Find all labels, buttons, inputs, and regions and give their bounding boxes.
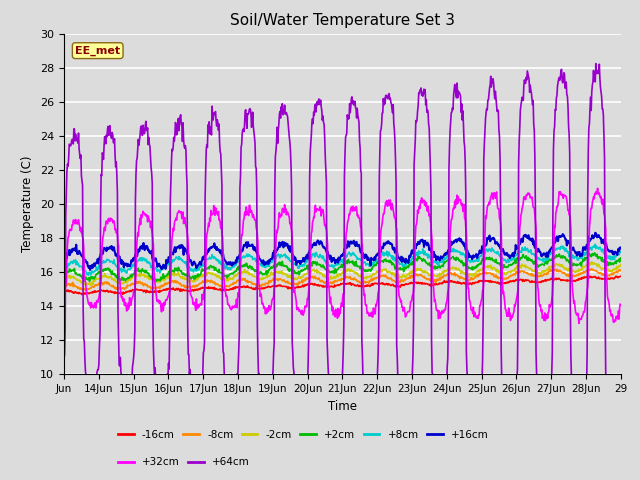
- Text: EE_met: EE_met: [75, 46, 120, 56]
- Legend: +32cm, +64cm: +32cm, +64cm: [114, 453, 254, 471]
- Title: Soil/Water Temperature Set 3: Soil/Water Temperature Set 3: [230, 13, 455, 28]
- X-axis label: Time: Time: [328, 400, 357, 413]
- Y-axis label: Temperature (C): Temperature (C): [22, 156, 35, 252]
